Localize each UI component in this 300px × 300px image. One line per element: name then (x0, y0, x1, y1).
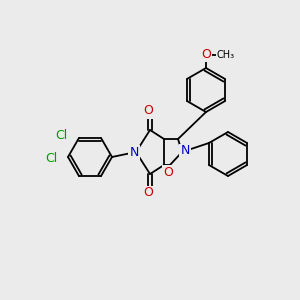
Text: O: O (163, 166, 173, 178)
Text: Cl: Cl (56, 129, 68, 142)
Text: O: O (143, 104, 153, 118)
Text: CH₃: CH₃ (217, 50, 235, 60)
Text: O: O (143, 187, 153, 200)
Text: N: N (180, 145, 190, 158)
Text: Cl: Cl (45, 152, 57, 166)
Text: O: O (201, 47, 211, 61)
Text: N: N (129, 146, 139, 158)
